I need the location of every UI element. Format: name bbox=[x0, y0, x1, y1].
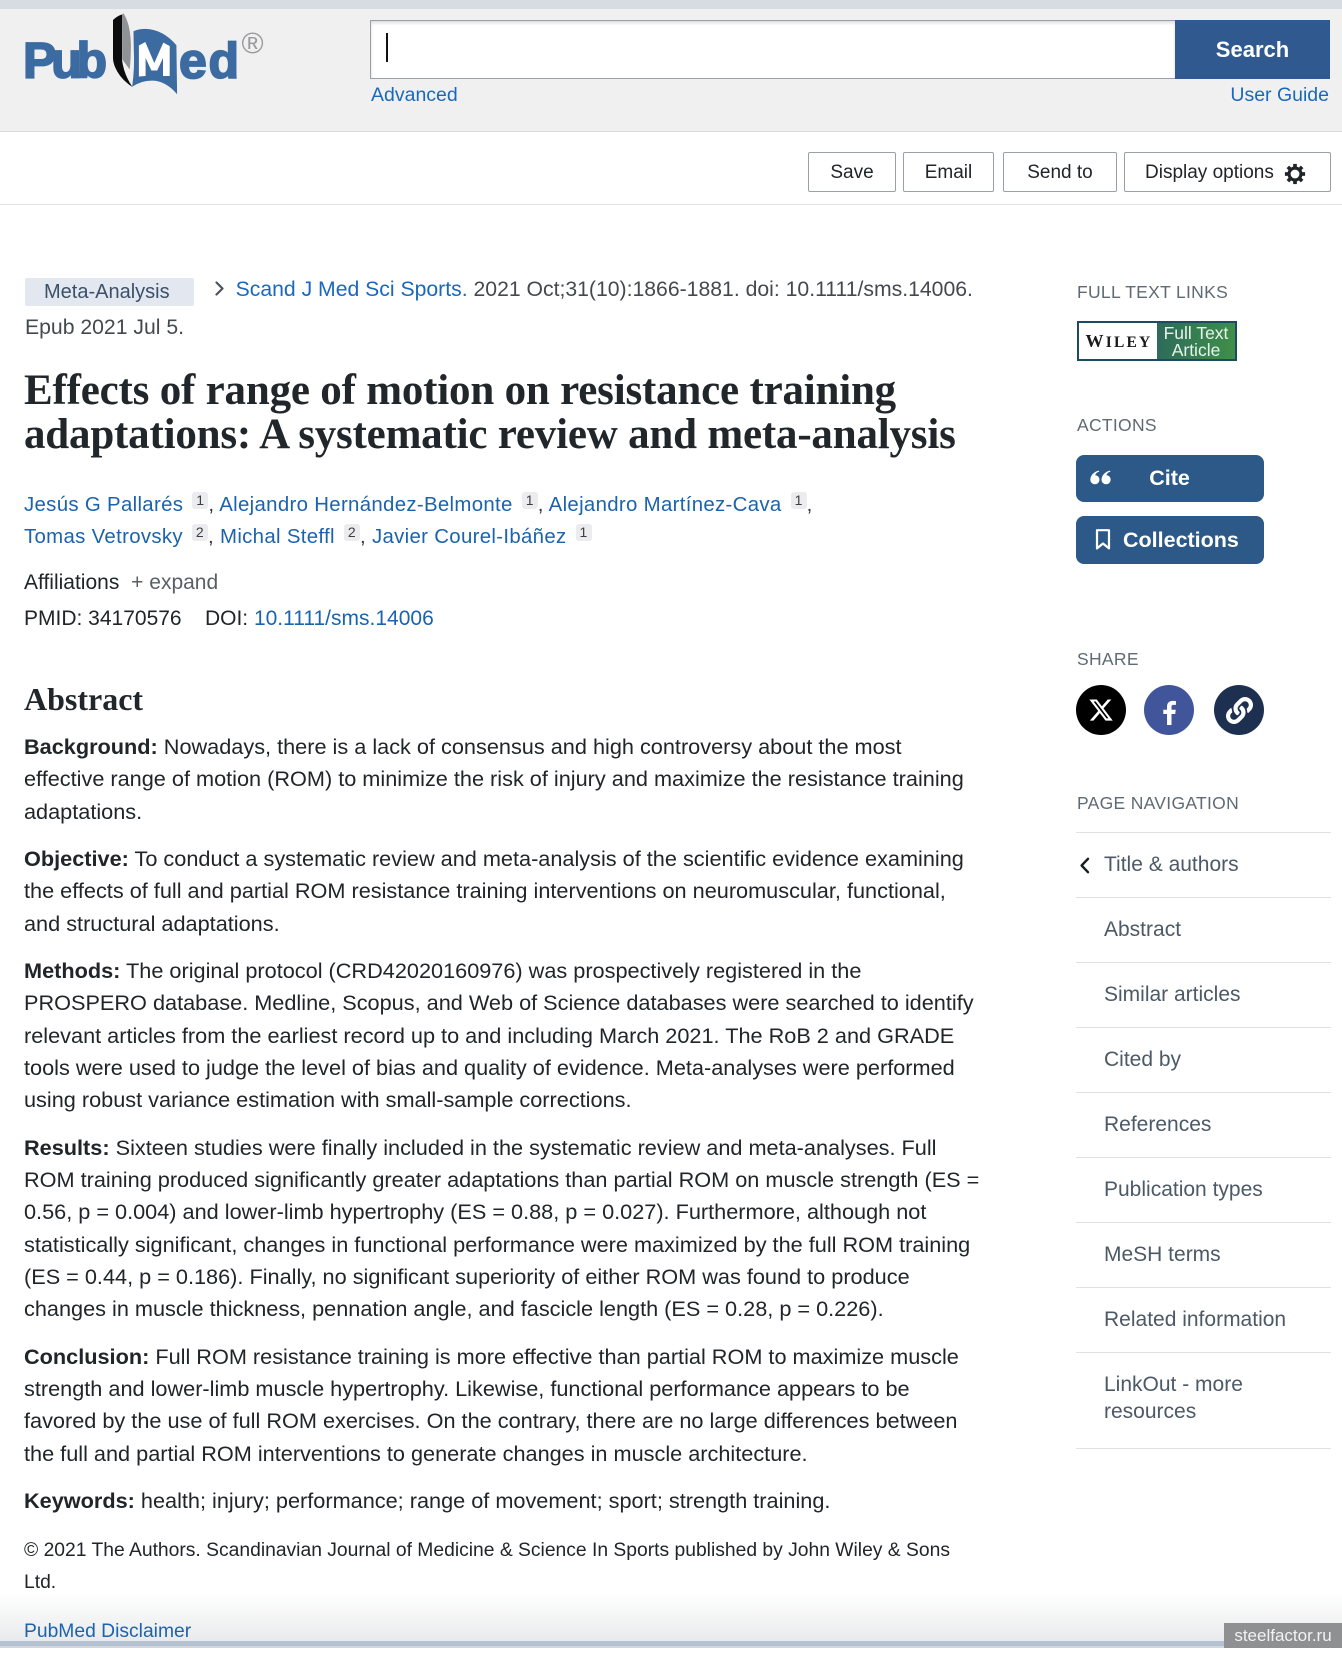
svg-text:®: ® bbox=[242, 28, 264, 61]
svg-text:Pub: Pub bbox=[23, 33, 107, 89]
svg-text:ed: ed bbox=[179, 33, 239, 89]
